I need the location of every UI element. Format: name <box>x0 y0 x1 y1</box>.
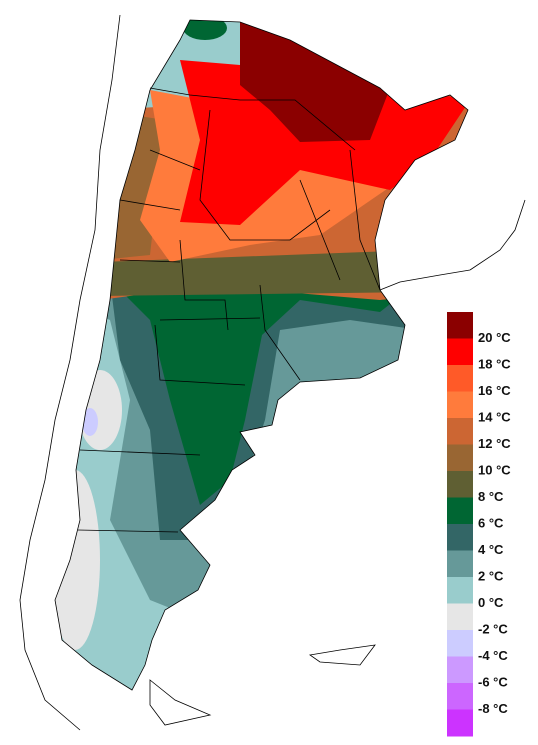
legend-swatch <box>447 444 473 472</box>
province-borders <box>77 87 381 533</box>
legend-label: 6 °C <box>478 515 504 530</box>
legend-label: -4 °C <box>478 648 508 663</box>
band-2-0 <box>55 470 100 650</box>
legend-label: 8 °C <box>478 489 504 504</box>
legend-label: 18 °C <box>478 356 511 371</box>
legend-swatch <box>447 471 473 498</box>
legend-label: 20 °C <box>478 330 511 345</box>
legend-label: -2 °C <box>478 621 508 636</box>
band-10-8-north <box>183 20 227 40</box>
legend-swatch <box>447 550 473 578</box>
legend-swatch <box>447 524 473 551</box>
chile-coast <box>19 14 121 731</box>
legend-label: 2 °C <box>478 568 504 583</box>
legend-swatch <box>447 656 473 684</box>
legend-label: 12 °C <box>478 436 511 451</box>
legend-swatch <box>447 497 473 525</box>
legend-swatch <box>447 391 473 419</box>
legend-label: -8 °C <box>478 701 508 716</box>
legend-swatch <box>447 683 473 710</box>
band-above-20 <box>240 20 390 142</box>
country-outline <box>54 19 469 691</box>
band-10-8 <box>110 280 420 505</box>
legend-label: 0 °C <box>478 595 504 610</box>
band-0-m2 <box>82 408 98 436</box>
legend-swatch <box>447 365 473 392</box>
legend-label: 4 °C <box>478 542 504 557</box>
legend-label: -6 °C <box>478 674 508 689</box>
legend-swatch <box>447 577 473 604</box>
legend-swatch <box>447 418 473 445</box>
legend-label: 10 °C <box>478 462 511 477</box>
band-12-10 <box>100 250 420 296</box>
uruguay-coast <box>379 199 526 291</box>
legend-label: 14 °C <box>478 409 511 424</box>
legend-swatch <box>447 603 473 631</box>
legend-swatch <box>447 630 473 657</box>
legend: 20 °C 18 °C 16 °C 14 °C 12 °C 10 °C 8 °C 6 °C 4 … <box>447 312 511 737</box>
islands <box>149 644 376 726</box>
band-2-0 <box>78 370 122 450</box>
legend-label: 16 °C <box>478 383 511 398</box>
legend-swatch <box>447 338 473 366</box>
legend-swatch <box>447 709 473 737</box>
borders <box>19 14 526 731</box>
legend-swatch <box>447 312 473 339</box>
